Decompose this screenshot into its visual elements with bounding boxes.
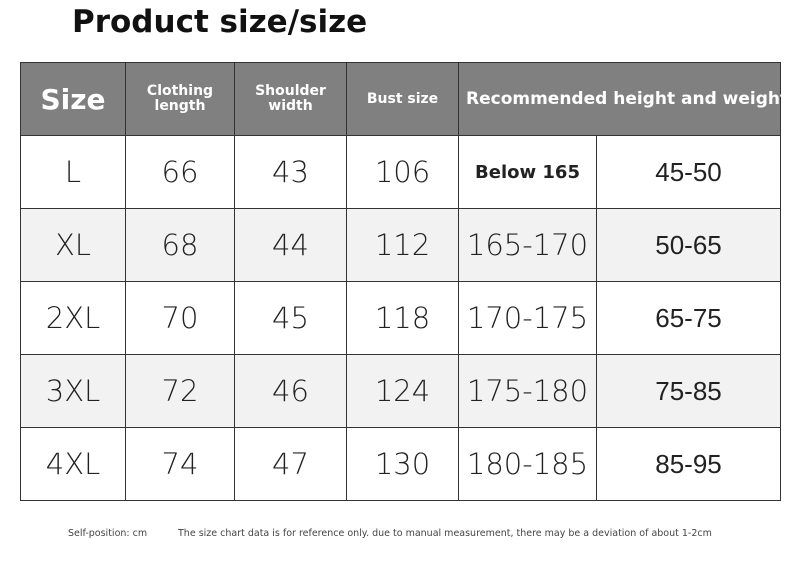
table-cell: 47 bbox=[234, 427, 347, 501]
table-cell: 68 bbox=[125, 208, 235, 282]
header-cell: Clothing length bbox=[125, 62, 235, 136]
table-cell: 165-170 bbox=[458, 208, 597, 282]
table-cell: 106 bbox=[346, 135, 459, 209]
table-cell: 45-50 bbox=[596, 135, 781, 209]
table-cell: 70 bbox=[125, 281, 235, 355]
disclaimer: The size chart data is for reference onl… bbox=[178, 528, 712, 539]
table-cell: 75-85 bbox=[596, 354, 781, 428]
table-cell: 45 bbox=[234, 281, 347, 355]
table-cell: L bbox=[20, 135, 126, 209]
header-cell-blank bbox=[596, 62, 781, 136]
table-cell: XL bbox=[20, 208, 126, 282]
size-table: Size Clothing length Shoulder width Bust si… bbox=[20, 62, 790, 501]
header-cell: Bust size bbox=[346, 62, 459, 136]
table-cell: 130 bbox=[346, 427, 459, 501]
header-cell: Size bbox=[20, 62, 126, 136]
table-cell: 66 bbox=[125, 135, 235, 209]
table-cell: 74 bbox=[125, 427, 235, 501]
table-cell: 4XL bbox=[20, 427, 126, 501]
table-cell: 112 bbox=[346, 208, 459, 282]
table-cell: 2XL bbox=[20, 281, 126, 355]
table-cell: 72 bbox=[125, 354, 235, 428]
table-cell: 3XL bbox=[20, 354, 126, 428]
title: Product size/size bbox=[72, 4, 368, 40]
table-cell: 46 bbox=[234, 354, 347, 428]
unit-note: Self-position: cm bbox=[68, 528, 148, 539]
table-cell: 118 bbox=[346, 281, 459, 355]
table-cell: 175-180 bbox=[458, 354, 597, 428]
table-cell: 50-65 bbox=[596, 208, 781, 282]
table-cell: 85-95 bbox=[596, 427, 781, 501]
table-cell: Below 165 bbox=[458, 135, 597, 209]
table-cell: 180-185 bbox=[458, 427, 597, 501]
table-cell: 44 bbox=[234, 208, 347, 282]
header-cell: Shoulder width bbox=[234, 62, 347, 136]
table-cell: 170-175 bbox=[458, 281, 597, 355]
header-cell: Recommended height and weight (kg bbox=[458, 62, 790, 136]
table-cell: 124 bbox=[346, 354, 459, 428]
table-cell: 65-75 bbox=[596, 281, 781, 355]
table-cell: 43 bbox=[234, 135, 347, 209]
